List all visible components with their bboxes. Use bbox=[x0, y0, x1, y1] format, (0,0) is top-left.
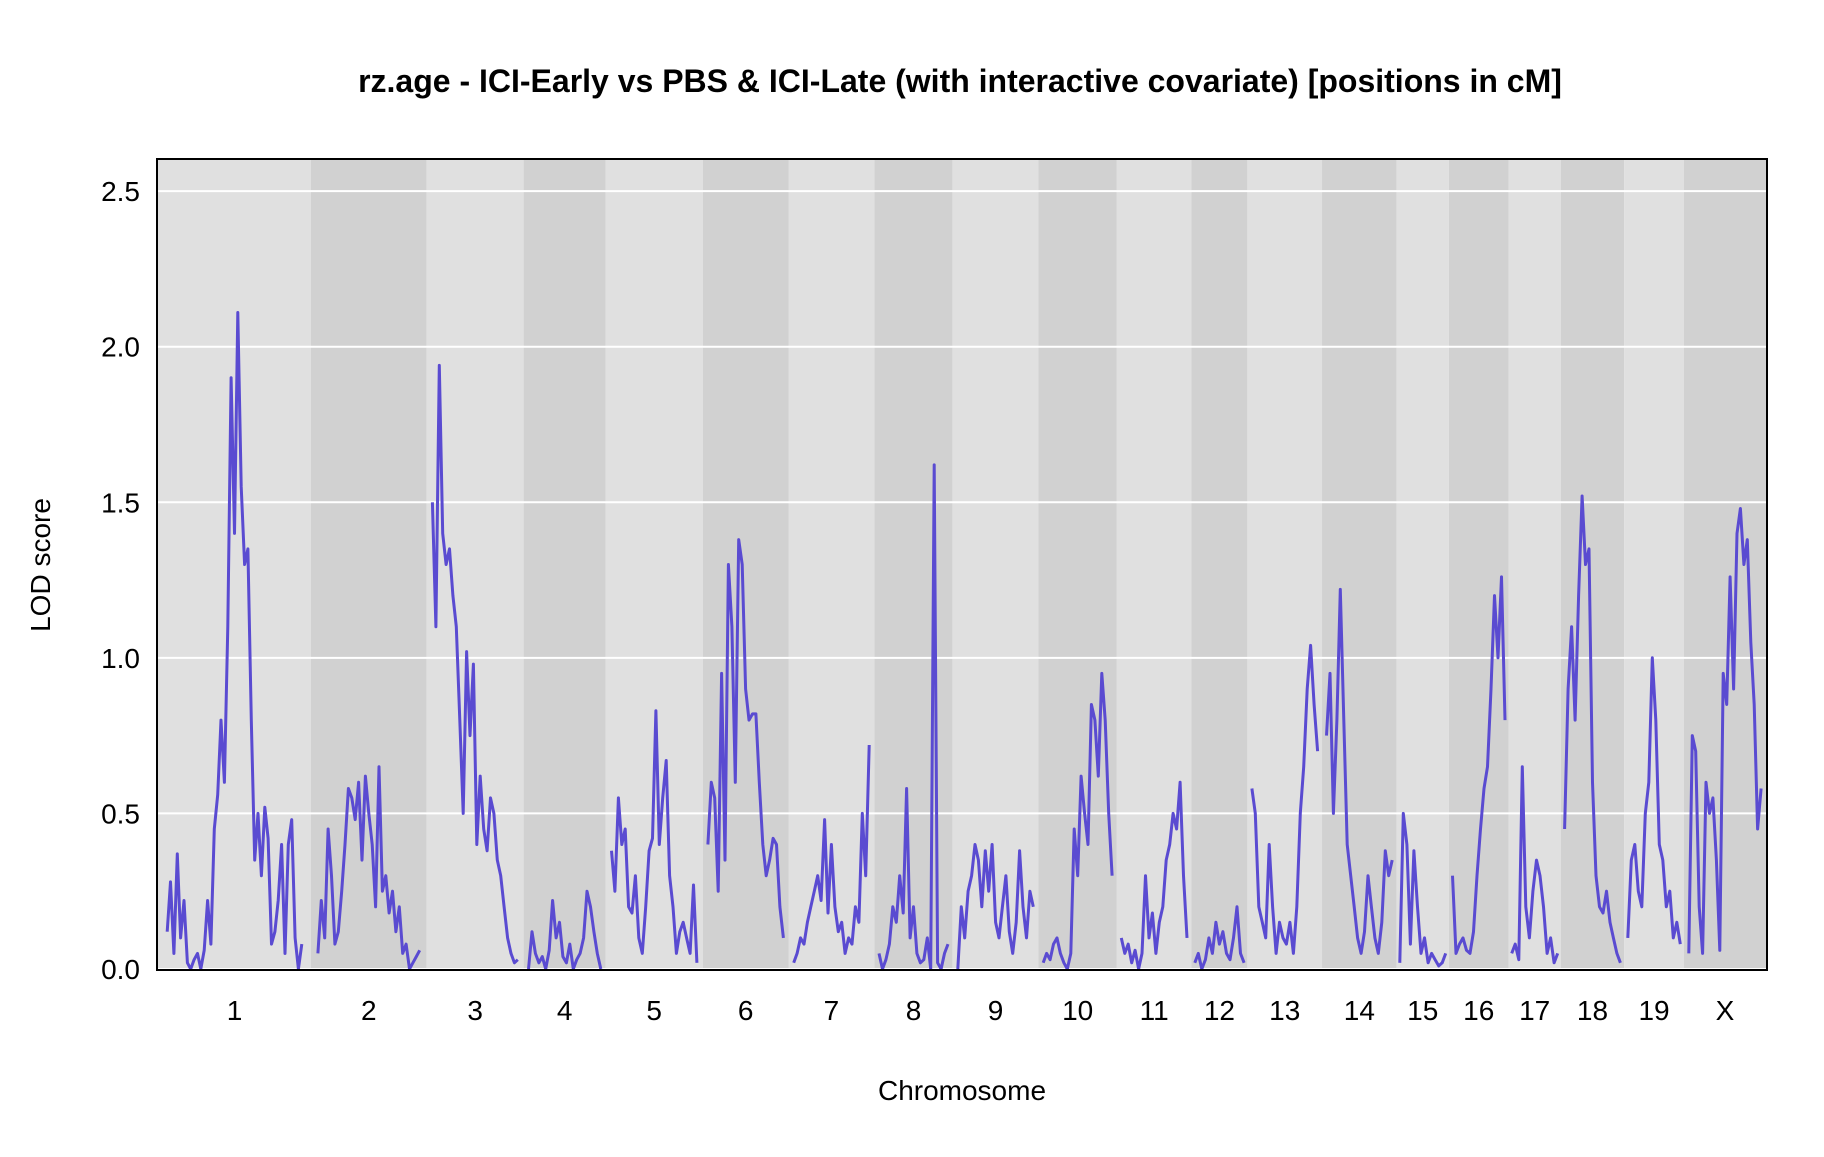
lod-series bbox=[165, 311, 1763, 971]
lod-line-chr-1 bbox=[165, 311, 304, 971]
x-tick-label: 10 bbox=[1062, 995, 1093, 1026]
lod-line-chr-9 bbox=[956, 843, 1035, 970]
chromosome-band-19 bbox=[1624, 160, 1684, 969]
chromosome-band-4 bbox=[523, 160, 606, 969]
y-tick-label: 1.5 bbox=[101, 487, 140, 518]
lod-line-chr-15 bbox=[1398, 811, 1448, 968]
lod-line-chr-4 bbox=[527, 889, 603, 971]
y-tick-label: 2.5 bbox=[101, 176, 140, 207]
x-tick-label: 17 bbox=[1519, 995, 1550, 1026]
lod-line-chr-18 bbox=[1563, 494, 1622, 964]
x-axis-label: Chromosome bbox=[878, 1075, 1046, 1106]
chromosome-band-2 bbox=[310, 160, 427, 969]
x-tick-label: 2 bbox=[361, 995, 377, 1026]
x-tick-label: 13 bbox=[1269, 995, 1300, 1026]
x-tick-label: 4 bbox=[557, 995, 573, 1026]
y-tick-label: 0.0 bbox=[101, 954, 140, 985]
x-tick-label: 16 bbox=[1463, 995, 1494, 1026]
chromosome-band-9 bbox=[952, 160, 1039, 969]
chromosome-band-3 bbox=[426, 160, 524, 969]
lod-line-chr-X bbox=[1687, 507, 1763, 955]
lod-line-chr-5 bbox=[610, 709, 699, 963]
lod-line-chr-12 bbox=[1193, 905, 1246, 971]
chromosome-band-17 bbox=[1508, 160, 1561, 969]
lod-line-chr-16 bbox=[1451, 575, 1507, 955]
y-axis-label: LOD score bbox=[25, 498, 56, 632]
x-tick-label: 8 bbox=[906, 995, 922, 1026]
lod-line-chr-19 bbox=[1626, 656, 1682, 945]
y-tick-label: 1.0 bbox=[101, 643, 140, 674]
chromosome-band-X bbox=[1683, 160, 1766, 969]
y-axis-ticks: 0.0 0.5 1.0 1.5 2.0 2.5 bbox=[101, 176, 140, 985]
x-tick-label: 15 bbox=[1407, 995, 1438, 1026]
lod-line-chr-2 bbox=[316, 765, 422, 971]
lod-line-chr-11 bbox=[1119, 780, 1189, 971]
y-tick-label: 2.0 bbox=[101, 332, 140, 363]
chromosome-band-5 bbox=[605, 160, 703, 969]
chromosome-band-14 bbox=[1322, 160, 1397, 969]
chromosome-band-8 bbox=[874, 160, 953, 969]
x-tick-label: 14 bbox=[1344, 995, 1375, 1026]
x-tick-label: 12 bbox=[1204, 995, 1235, 1026]
x-tick-label: 1 bbox=[227, 995, 243, 1026]
chromosome-band-1 bbox=[158, 160, 311, 969]
x-tick-label: 3 bbox=[467, 995, 483, 1026]
lod-line-chr-8 bbox=[877, 463, 950, 971]
lod-line-chr-17 bbox=[1510, 765, 1560, 965]
x-tick-label: 9 bbox=[988, 995, 1004, 1026]
lod-line-chr-14 bbox=[1325, 587, 1394, 955]
chromosome-band-13 bbox=[1247, 160, 1323, 969]
x-tick-label: 7 bbox=[824, 995, 840, 1026]
x-tick-label: 19 bbox=[1638, 995, 1669, 1026]
chromosome-band-12 bbox=[1191, 160, 1248, 969]
chromosome-bands bbox=[158, 160, 1766, 969]
x-tick-label: 11 bbox=[1140, 995, 1169, 1026]
chromosome-band-18 bbox=[1560, 160, 1625, 969]
x-tick-label: 5 bbox=[646, 995, 662, 1026]
chromosome-band-11 bbox=[1116, 160, 1192, 969]
lod-line-chr-10 bbox=[1041, 671, 1114, 971]
x-axis-ticks: 1 2 3 4 5 6 7 8 9 10 11 12 13 14 15 16 17 18 19 X bbox=[227, 995, 1735, 1026]
lod-line-chr-6 bbox=[706, 538, 785, 939]
chromosome-band-7 bbox=[788, 160, 875, 969]
chromosome-band-15 bbox=[1396, 160, 1449, 969]
lod-line-chr-3 bbox=[430, 363, 519, 965]
plot-frame bbox=[156, 158, 1768, 971]
chart-title: rz.age - ICI-Early vs PBS & ICI-Late (wi… bbox=[358, 63, 1562, 99]
x-tick-label: 6 bbox=[738, 995, 754, 1026]
lod-line-chr-7 bbox=[792, 744, 871, 964]
lod-line-chr-13 bbox=[1250, 643, 1320, 955]
x-tick-label: X bbox=[1716, 995, 1735, 1026]
y-tick-label: 0.5 bbox=[101, 798, 140, 829]
x-tick-label: 18 bbox=[1577, 995, 1608, 1026]
